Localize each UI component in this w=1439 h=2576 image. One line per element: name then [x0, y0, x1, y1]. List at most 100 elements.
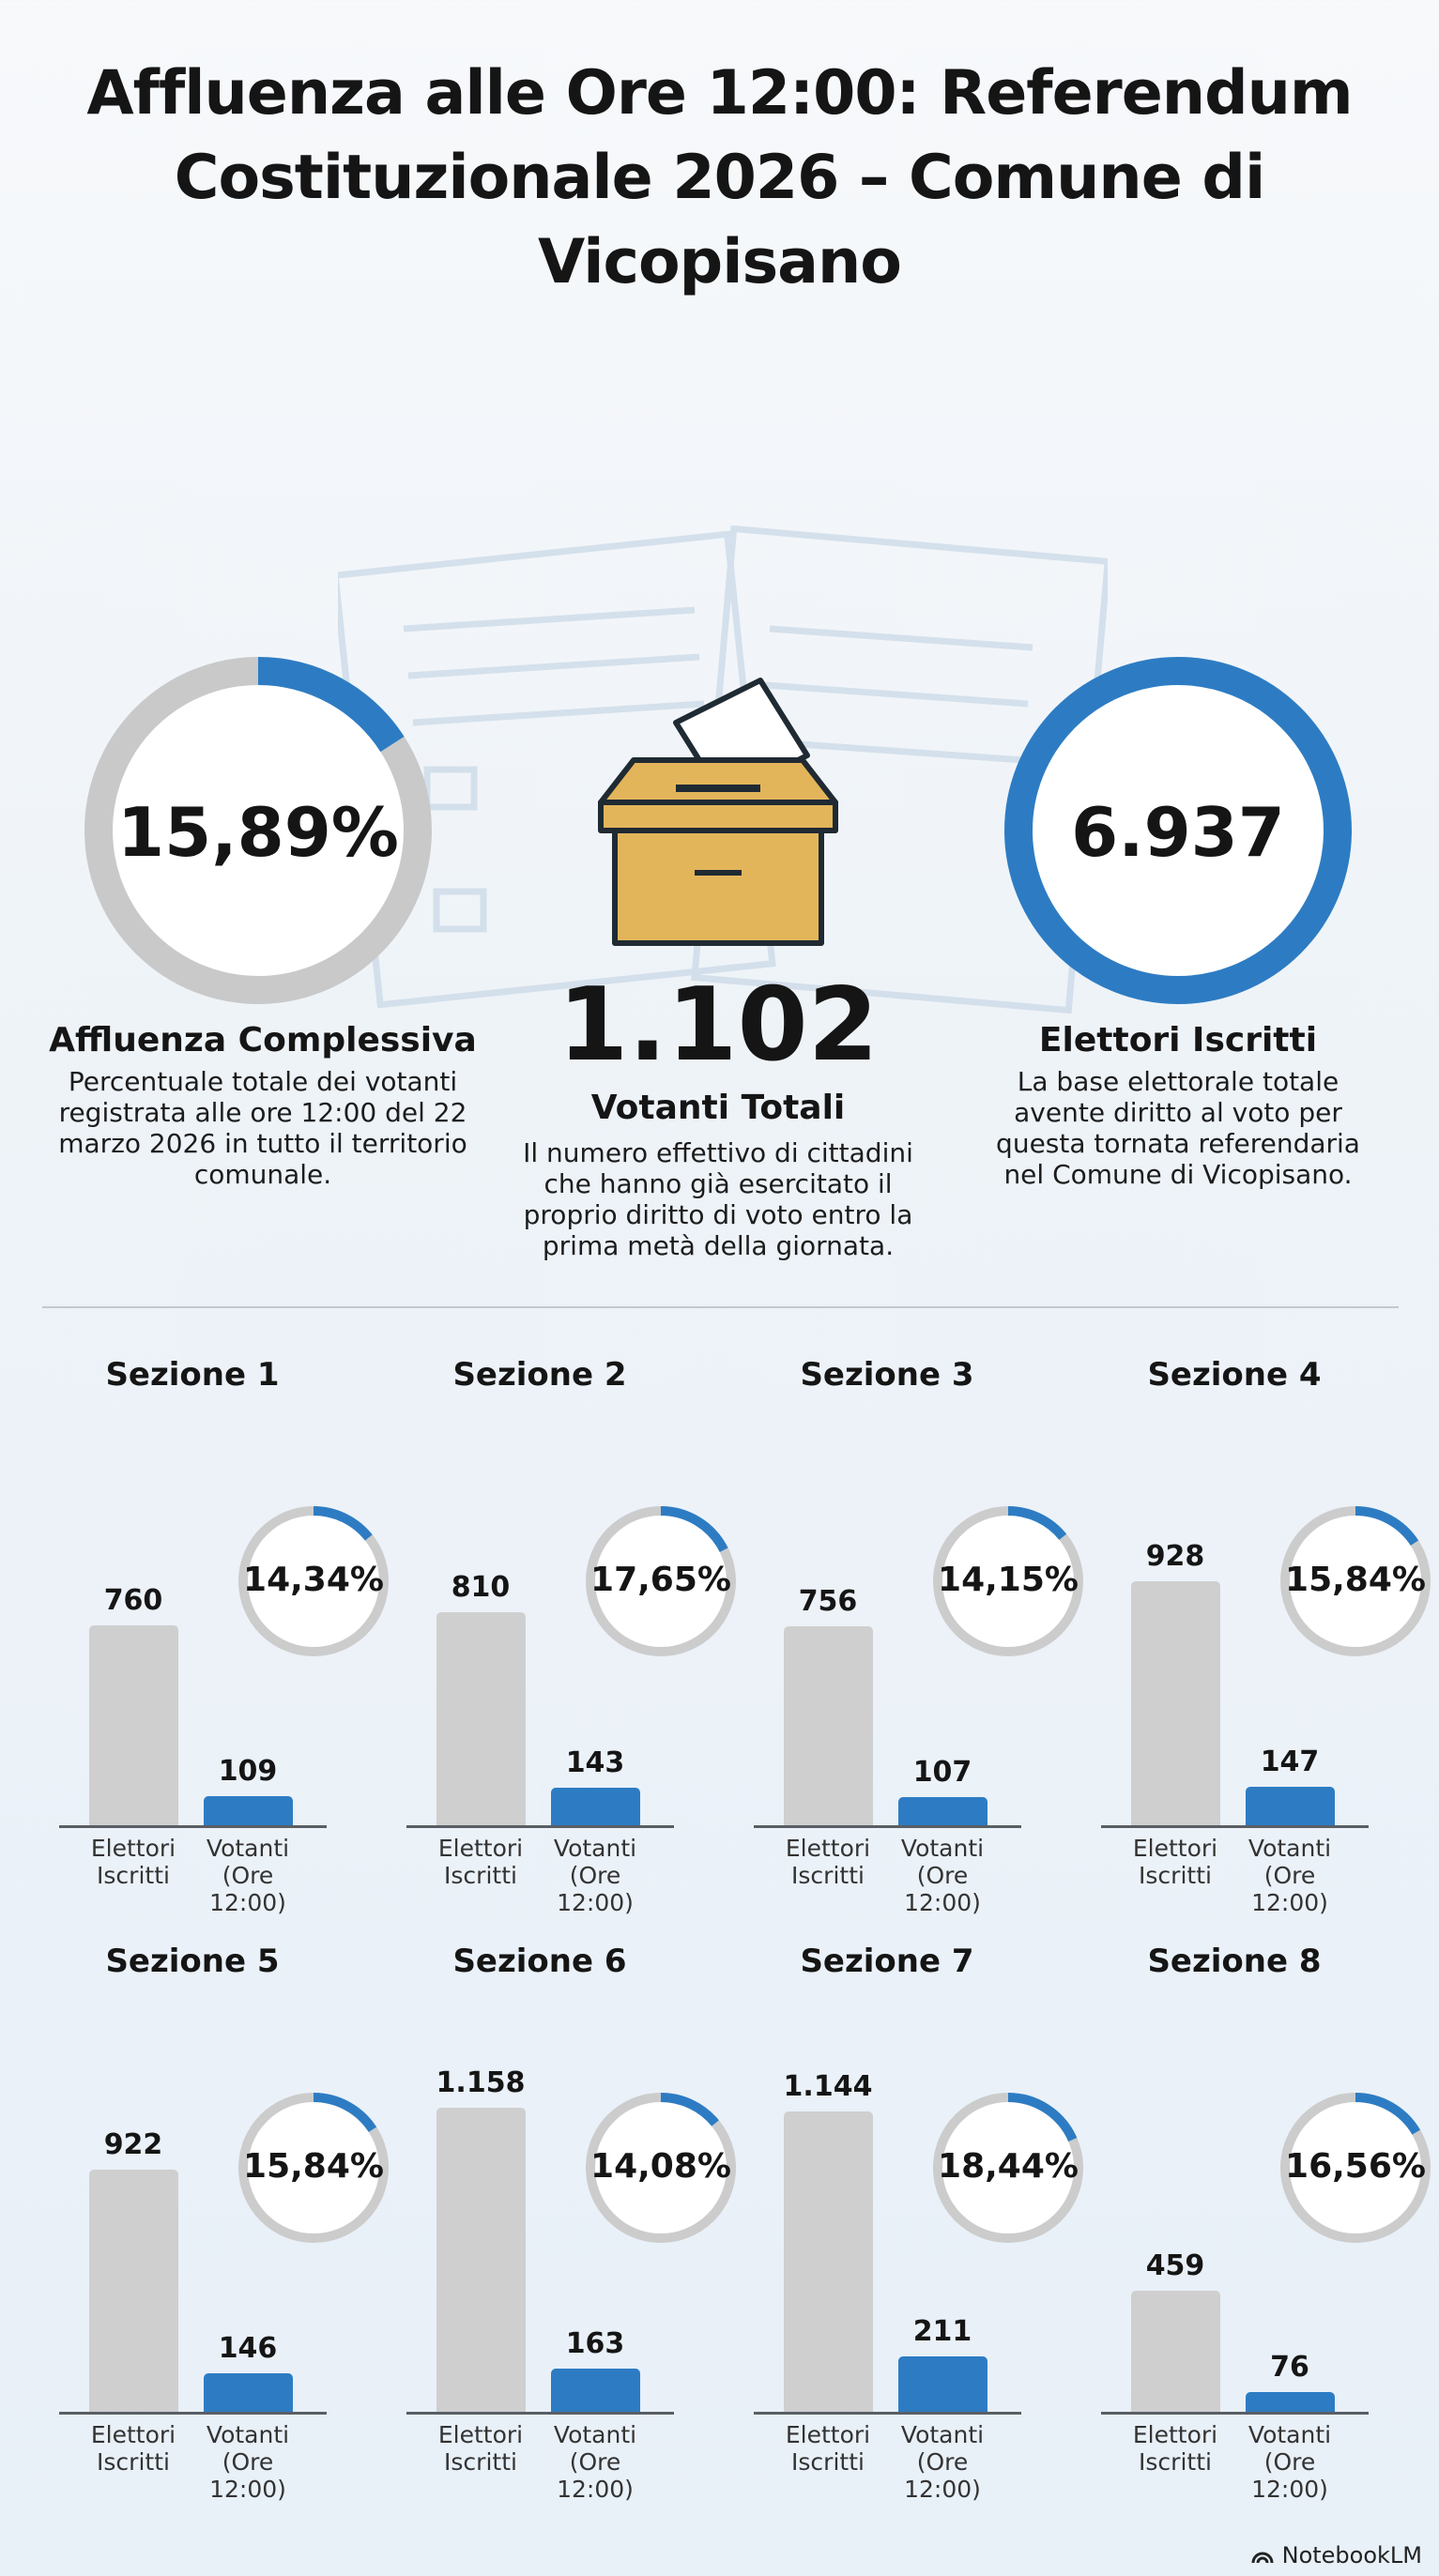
bar-votanti: [204, 2373, 293, 2412]
divider: [42, 1306, 1399, 1308]
axis-label-votanti: Votanti (Ore 12:00): [529, 1835, 661, 1916]
section-title: Sezione 3: [800, 1356, 974, 1394]
axis-label-elettori: Elettori Iscritti: [1110, 1835, 1241, 1889]
ring-arc: [586, 2093, 736, 2243]
voters-label: Votanti Totali: [590, 1089, 846, 1127]
axis-label-line: (Ore 12:00): [1251, 1862, 1328, 1916]
turnout-ring-arc: [84, 657, 432, 1004]
bar-elettori: [89, 2169, 178, 2412]
bar-votanti-value: 146: [218, 2332, 278, 2366]
voters-value: 1.102: [558, 967, 879, 1084]
registered-value: 6.937: [1071, 793, 1285, 872]
bar-votanti: [898, 2355, 987, 2412]
bar-elettori-value: 922: [103, 2127, 163, 2161]
registered-label: Elettori Iscritti: [1038, 1021, 1318, 1059]
section-chart-6: Sezione 6 1.158 163 Elettori Iscritti Votanti…: [399, 1943, 756, 2515]
axis-label-line: Iscritti: [444, 1862, 517, 1889]
axis-label-line: Elettori: [90, 1835, 176, 1862]
axis-label-votanti: Votanti (Ore 12:00): [1224, 2421, 1355, 2503]
section-title: Sezione 1: [105, 1356, 280, 1394]
section-title: Sezione 7: [800, 1943, 974, 1980]
axis-label-elettori: Elettori Iscritti: [762, 2421, 894, 2476]
notebooklm-logo-icon: [1251, 2552, 1274, 2564]
section-title: Sezione 2: [452, 1356, 627, 1394]
section-percentage: 14,34%: [243, 1561, 384, 1599]
bar-elettori-value: 928: [1145, 1540, 1205, 1574]
voters-description: Il numero effettivo di cittadini che han…: [523, 1137, 913, 1261]
axis-label-elettori: Elettori Iscritti: [68, 2421, 199, 2476]
section-percentage: 14,15%: [938, 1561, 1079, 1599]
bar-votanti-value: 147: [1260, 1745, 1320, 1778]
bar-votanti-value: 163: [565, 2327, 625, 2361]
bar-votanti-value: 76: [1270, 2350, 1309, 2384]
axis-label-line: Iscritti: [1139, 2448, 1212, 2476]
bar-votanti: [1246, 2391, 1335, 2412]
bar-elettori: [1131, 2291, 1220, 2412]
brand-name: NotebookLM: [1281, 2542, 1422, 2568]
section-chart-2: Sezione 2 810 143 Elettori Iscritti Votanti (O…: [399, 1356, 756, 1928]
turnout-ring-small: [1280, 2093, 1431, 2243]
turnout-ring: [84, 657, 432, 1004]
axis-label-elettori: Elettori Iscritti: [415, 1835, 546, 1889]
section-title: Sezione 4: [1147, 1356, 1322, 1394]
title-line-2: Costituzionale 2026 – Comune di Vicopisa…: [174, 143, 1265, 297]
axis-label-votanti: Votanti (Ore 12:00): [877, 1835, 1008, 1916]
section-chart-5: Sezione 5 922 146 Elettori Iscritti Votanti (O…: [52, 1943, 408, 2515]
bar-votanti-value: 107: [912, 1756, 972, 1790]
bar-votanti: [898, 1797, 987, 1825]
axis-label-votanti: Votanti (Ore 12:00): [1224, 1835, 1355, 1916]
axis-label-line: (Ore 12:00): [209, 2448, 286, 2503]
axis-label-votanti: Votanti (Ore 12:00): [182, 1835, 314, 1916]
bar-elettori: [784, 2111, 873, 2412]
turnout-ring-small: [933, 2093, 1083, 2243]
bar-votanti-value: 143: [565, 1745, 625, 1779]
section-percentage: 17,65%: [590, 1561, 731, 1599]
axis-label-line: (Ore 12:00): [209, 1862, 286, 1916]
turnout-description: Percentuale totale dei votanti registrat…: [58, 1066, 467, 1190]
brand-badge: NotebookLM: [1250, 2542, 1422, 2568]
section-percentage: 16,56%: [1285, 2147, 1426, 2186]
section-percentage: 18,44%: [938, 2147, 1079, 2186]
bar-elettori: [1131, 1581, 1220, 1825]
title-line-1: Affluenza alle Ore 12:00: Referendum: [86, 58, 1353, 129]
axis-label-line: Votanti: [1248, 1835, 1332, 1862]
ring-arc: [933, 2093, 1083, 2243]
axis-label-votanti: Votanti (Ore 12:00): [529, 2421, 661, 2503]
axis-label-line: Iscritti: [444, 2448, 517, 2476]
axis-label-line: Elettori: [1132, 1835, 1218, 1862]
axis-label-elettori: Elettori Iscritti: [1110, 2421, 1241, 2476]
documents-background-icon: [338, 526, 1108, 1014]
ring-arc: [586, 1506, 736, 1656]
axis-label-line: Votanti: [900, 2421, 985, 2448]
ring-arc: [238, 2093, 389, 2243]
section-percentage: 14,08%: [590, 2147, 731, 2186]
axis-label-line: Votanti: [206, 2421, 290, 2448]
bar-elettori-value: 756: [798, 1585, 858, 1619]
axis-label-line: Votanti: [900, 1835, 985, 1862]
section-chart-8: Sezione 8 459 76 Elettori Iscritti Votanti (Or…: [1094, 1943, 1439, 2515]
axis-label-line: Votanti: [206, 1835, 290, 1862]
turnout-ring-small: [933, 1506, 1083, 1656]
axis-label-elettori: Elettori Iscritti: [762, 1835, 894, 1889]
bar-votanti-value: 109: [218, 1755, 278, 1789]
axis-label-line: Iscritti: [97, 1862, 170, 1889]
bar-elettori-value: 1.158: [436, 2065, 526, 2099]
turnout-ring-small: [238, 2093, 389, 2243]
bar-elettori-value: 760: [103, 1584, 163, 1618]
axis-label-elettori: Elettori Iscritti: [68, 1835, 199, 1889]
section-percentage: 15,84%: [243, 2147, 384, 2186]
ring-arc: [238, 1506, 389, 1656]
axis-label-line: Elettori: [90, 2421, 176, 2448]
ring-arc: [1280, 1506, 1431, 1656]
axis-label-line: (Ore 12:00): [904, 2448, 981, 2503]
registered-description: La base elettorale totale avente diritto…: [996, 1066, 1360, 1190]
ring-arc: [933, 1506, 1083, 1656]
axis-label-line: Elettori: [785, 2421, 871, 2448]
axis-label-line: Votanti: [1248, 2421, 1332, 2448]
axis-label-votanti: Votanti (Ore 12:00): [182, 2421, 314, 2503]
axis-label-line: Elettori: [437, 2421, 524, 2448]
bar-elettori: [436, 1612, 526, 1825]
axis-label-line: Iscritti: [1139, 1862, 1212, 1889]
bar-votanti: [551, 1787, 640, 1825]
axis-label-line: Iscritti: [791, 2448, 865, 2476]
